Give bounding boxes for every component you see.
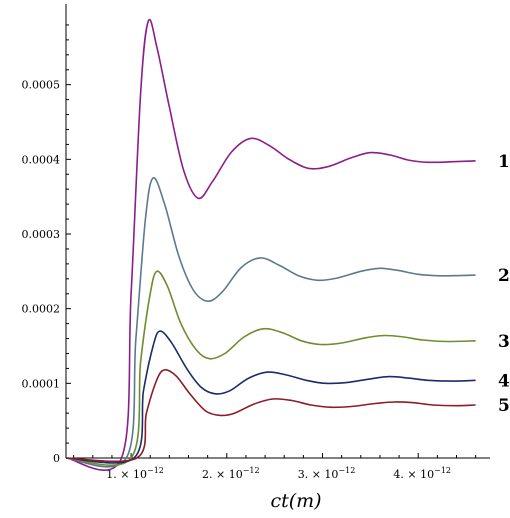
series-label-4: 4 — [498, 371, 510, 391]
y-tick-label: 0 — [53, 452, 60, 465]
series-line-4 — [65, 330, 476, 464]
y-tick-label: 0.0001 — [22, 377, 61, 390]
ticks: 0 0.0001 0.0002 0.0003 0.0004 0.0005 1. × 10−1… — [22, 24, 477, 481]
series-label-1: 1 — [498, 152, 510, 172]
curves — [65, 18, 476, 471]
x-axis-title: ct(m) — [270, 490, 321, 512]
series-label-3: 3 — [498, 332, 510, 352]
series-labels: 1 2 3 4 5 — [498, 152, 510, 416]
y-tick-label: 0.0002 — [22, 303, 61, 316]
series-line-1 — [65, 18, 476, 471]
series-line-2 — [65, 177, 476, 468]
series-label-5: 5 — [498, 396, 510, 416]
y-tick-label: 0.0003 — [22, 228, 61, 241]
y-tick-label: 0.0004 — [22, 153, 61, 166]
x-tick-label: 4. × 10−12 — [393, 466, 451, 481]
x-tick-label: 2. × 10−12 — [202, 466, 260, 481]
series-line-3 — [65, 270, 476, 466]
x-tick-label: 1. × 10−12 — [106, 466, 164, 481]
y-tick-label: 0.0005 — [22, 79, 61, 92]
x-tick-label: 3. × 10−12 — [298, 466, 356, 481]
series-line-5 — [65, 369, 476, 463]
series-label-2: 2 — [498, 266, 510, 286]
